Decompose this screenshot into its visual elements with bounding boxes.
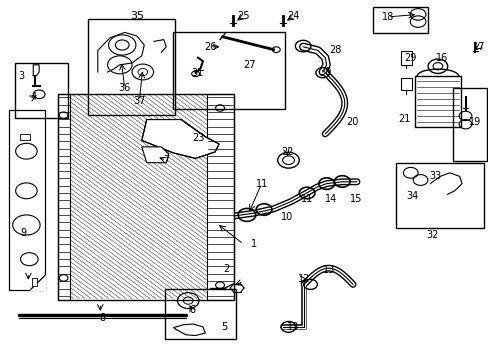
Text: 6: 6 xyxy=(189,305,195,315)
Text: 24: 24 xyxy=(286,11,299,21)
Polygon shape xyxy=(429,173,461,194)
Bar xyxy=(88,19,175,115)
Text: 30: 30 xyxy=(318,67,331,77)
Text: 14: 14 xyxy=(325,194,337,204)
Text: 29: 29 xyxy=(404,53,416,63)
Bar xyxy=(395,163,483,228)
Bar xyxy=(372,7,427,33)
Bar xyxy=(58,94,233,300)
Text: 15: 15 xyxy=(349,194,362,204)
Polygon shape xyxy=(142,120,219,158)
Text: 11: 11 xyxy=(300,194,313,204)
Text: 27: 27 xyxy=(243,60,255,70)
Text: 9: 9 xyxy=(20,228,26,238)
Bar xyxy=(165,289,235,339)
Bar xyxy=(32,278,37,286)
Text: 5: 5 xyxy=(221,322,226,332)
Text: 7: 7 xyxy=(163,155,169,165)
Bar xyxy=(452,88,486,161)
Bar xyxy=(400,51,411,65)
Polygon shape xyxy=(30,275,45,290)
Text: 8: 8 xyxy=(100,312,105,323)
Text: 22: 22 xyxy=(280,147,293,157)
Text: 28: 28 xyxy=(328,45,341,55)
Bar xyxy=(9,110,45,290)
Text: 3: 3 xyxy=(18,71,24,81)
Bar xyxy=(15,63,68,118)
Text: 13: 13 xyxy=(286,322,299,332)
Bar xyxy=(58,94,233,300)
Text: 35: 35 xyxy=(130,11,143,21)
Bar xyxy=(20,134,30,140)
Text: 4: 4 xyxy=(30,92,36,102)
Text: 36: 36 xyxy=(118,83,131,93)
Bar xyxy=(414,76,460,127)
Bar xyxy=(400,78,411,90)
Text: 2: 2 xyxy=(223,264,228,274)
Text: 1: 1 xyxy=(251,239,257,249)
Text: 11: 11 xyxy=(255,179,267,189)
Bar xyxy=(172,32,284,109)
Text: 20: 20 xyxy=(345,117,358,127)
Text: 31: 31 xyxy=(190,68,203,78)
Bar xyxy=(206,94,233,300)
Text: 19: 19 xyxy=(468,117,481,127)
Text: 16: 16 xyxy=(435,53,448,63)
Text: 12: 12 xyxy=(297,274,310,284)
Text: 13: 13 xyxy=(322,265,334,275)
Text: 21: 21 xyxy=(398,114,410,124)
Text: 34: 34 xyxy=(405,191,418,201)
Text: 10: 10 xyxy=(281,212,293,222)
Polygon shape xyxy=(142,147,168,163)
Text: 23: 23 xyxy=(191,132,204,143)
Text: 18: 18 xyxy=(381,12,393,22)
Text: 37: 37 xyxy=(133,96,145,106)
Polygon shape xyxy=(98,32,144,72)
Text: 32: 32 xyxy=(426,230,438,240)
Bar xyxy=(58,94,70,300)
Polygon shape xyxy=(173,324,205,336)
Text: 25: 25 xyxy=(236,11,249,21)
Text: 17: 17 xyxy=(472,42,485,52)
Text: 26: 26 xyxy=(203,42,216,52)
Text: 33: 33 xyxy=(428,171,441,181)
